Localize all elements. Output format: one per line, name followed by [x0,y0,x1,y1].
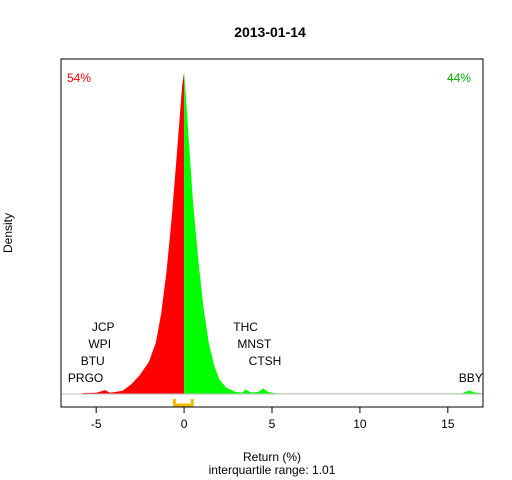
percent-positive: 44% [447,71,471,85]
x-tick-label: 15 [441,417,455,431]
y-axis-label: Density [1,213,15,253]
chart-title: 2013-01-14 [234,24,306,40]
plot-area [61,72,483,407]
density-area-negative [82,72,185,394]
ticker-label: PRGO [68,371,103,385]
ticker-label: BBY [459,371,483,385]
x-tick-label: -5 [91,417,102,431]
ticker-label: CTSH [249,354,282,368]
x-tick-label: 10 [353,417,367,431]
ticker-label: BTU [81,354,105,368]
ticker-label: JCP [92,320,115,334]
x-tick-label: 5 [269,417,276,431]
ticker-label: MNST [237,337,272,351]
x-axis-label: Return (%) [243,450,301,464]
ticker-labels: JCP WPI BTU PRGO THC MNST CTSH BBY [68,320,483,385]
ticker-label: WPI [88,337,111,351]
x-axis: -5 0 5 10 15 [91,406,455,431]
iqr-caption: interquartile range: 1.01 [209,463,336,477]
density-area-positive [184,72,483,394]
ticker-label: THC [233,320,258,334]
percent-negative: 54% [67,71,91,85]
iqr-bracket [172,399,194,407]
x-tick-label: 0 [181,417,188,431]
